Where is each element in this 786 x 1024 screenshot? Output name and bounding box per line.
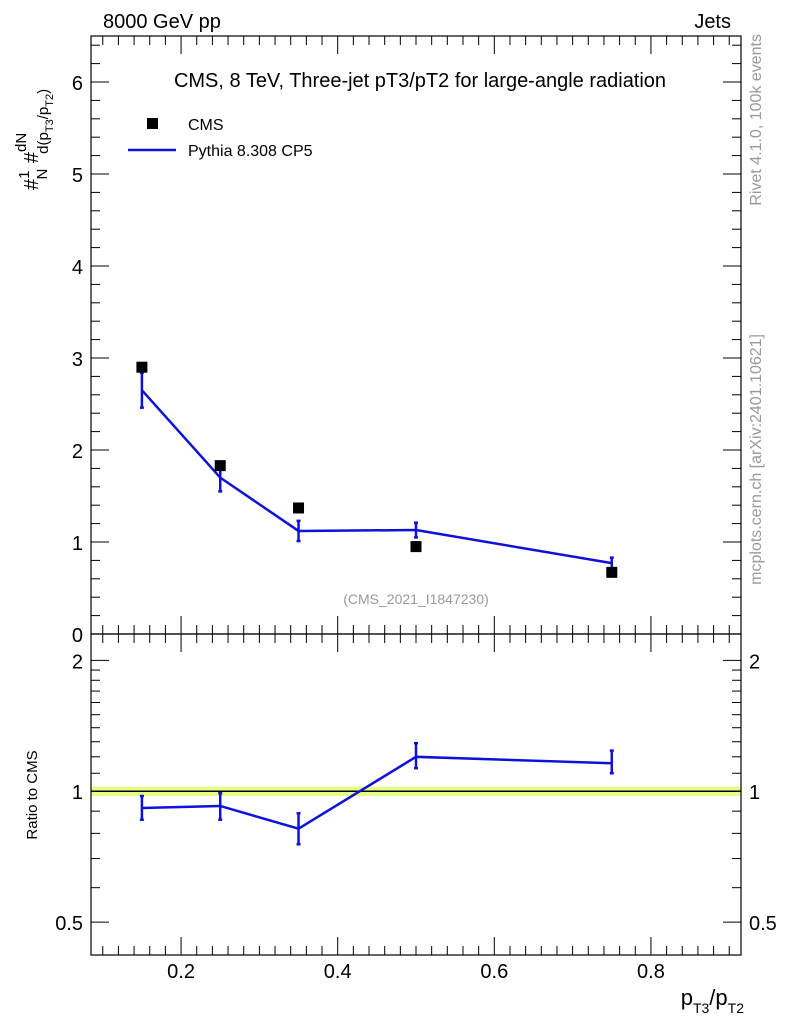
cms-data-point: [606, 566, 618, 578]
cms-data-point: [136, 361, 148, 373]
y-tick-label-ratio-right: 0.5: [749, 913, 777, 935]
legend-label-pythia: Pythia 8.308 CP5: [188, 143, 313, 160]
y-tick-label-ratio-left: 2: [72, 651, 83, 673]
y-tick-label-main: 5: [72, 165, 83, 187]
header-left: 8000 GeV pp: [103, 11, 221, 33]
cms-data-point: [214, 460, 226, 472]
x-tick-label: 0.6: [480, 961, 508, 983]
x-tick-label: 0.8: [637, 961, 665, 983]
chart-title: CMS, 8 TeV, Three-jet pT3/pT2 for large-…: [174, 70, 666, 92]
ratio-frame: [90, 633, 742, 956]
ratio-panel: 0.5 0.5 1 1 2 2 0.2 0.4 0.6 0.8: [55, 633, 777, 983]
y-tick-label-main: 1: [72, 533, 83, 555]
x-tick-label: 0.2: [167, 961, 195, 983]
legend-marker-cms: [147, 118, 158, 129]
legend-label-cms: CMS: [188, 117, 224, 134]
cms-data-point: [410, 541, 422, 553]
y-axis-label-ratio: Ratio to CMS: [24, 750, 41, 839]
header-right: Jets: [694, 11, 731, 33]
x-tick-label: 0.4: [324, 961, 352, 983]
y-axis-label-main: #1N #dN d(pT3/pT2): [13, 89, 56, 190]
y-tick-label-ratio-left: 0.5: [55, 913, 83, 935]
mc-line: [140, 389, 612, 565]
x-axis-label: pT3/pT2: [681, 985, 745, 1016]
y-tick-label-ratio-right: 2: [749, 651, 760, 673]
side-label-rivet: Rivet 4.1.0, 100k events: [748, 34, 765, 206]
y-tick-label-main: 0: [72, 625, 83, 647]
main-panel: 0 1 2 3 4 5 6 CMS Pythia 8.308 CP5: [72, 35, 742, 647]
y-tick-label-main: 3: [72, 349, 83, 371]
watermark: (CMS_2021_I1847230): [343, 591, 489, 607]
y-tick-label-main: 2: [72, 441, 83, 463]
y-tick-label-main: 6: [72, 73, 83, 95]
side-label-mcplots: mcplots.cern.ch [arXiv:2401.10621]: [748, 334, 765, 585]
y-tick-label-ratio-right: 1: [749, 782, 760, 804]
y-tick-label-main: 4: [72, 257, 83, 279]
cms-data-point: [293, 502, 305, 514]
y-tick-label-ratio-left: 1: [72, 782, 83, 804]
